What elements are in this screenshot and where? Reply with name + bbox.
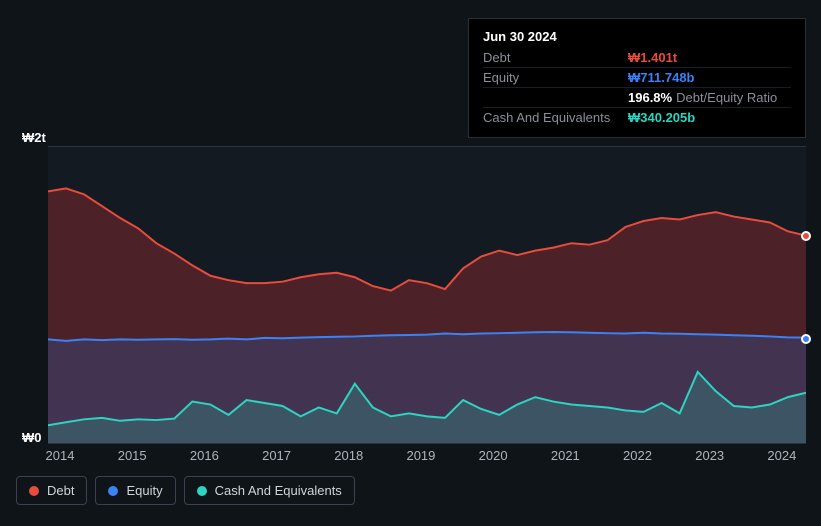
x-axis-label: 2020 [479,448,508,463]
tooltip-row: 196.8%Debt/Equity Ratio [483,87,791,107]
chart-tooltip: Jun 30 2024 Debt₩1.401tEquity₩711.748b19… [468,18,806,138]
x-axis-label: 2015 [118,448,147,463]
legend-label: Cash And Equivalents [215,483,342,498]
x-axis-label: 2017 [262,448,291,463]
equity-legend-dot [108,486,118,496]
x-axis-label: 2018 [334,448,363,463]
equity-end-marker [801,334,811,344]
x-axis-label: 2022 [623,448,652,463]
x-axis-label: 2024 [767,448,796,463]
x-axis-label: 2019 [406,448,435,463]
legend-item-equity[interactable]: Equity [95,476,175,505]
legend-label: Debt [47,483,74,498]
tooltip-label: Debt [483,50,628,65]
x-axis-label: 2023 [695,448,724,463]
x-axis-label: 2021 [551,448,580,463]
tooltip-label [483,90,628,105]
tooltip-extra: Debt/Equity Ratio [676,90,777,105]
legend-item-debt[interactable]: Debt [16,476,87,505]
tooltip-row: Equity₩711.748b [483,67,791,87]
legend-item-cash[interactable]: Cash And Equivalents [184,476,355,505]
tooltip-value: ₩340.205b [628,110,695,125]
tooltip-label: Cash And Equivalents [483,110,628,125]
tooltip-row: Debt₩1.401t [483,48,791,67]
x-axis: 2014 2015 2016 2017 2018 2019 2020 2021 2022 2023… [48,448,806,468]
y-axis-label: ₩0 [22,430,42,445]
debt-equity-chart: ₩2t₩0 2014201520162017201820192020202120… [16,120,806,510]
plot-area[interactable] [48,146,806,444]
tooltip-date: Jun 30 2024 [483,29,791,44]
x-axis-label: 2014 [46,448,75,463]
debt-legend-dot [29,486,39,496]
tooltip-value: 196.8%Debt/Equity Ratio [628,90,777,105]
y-axis-label: ₩2t [22,130,46,145]
tooltip-value: ₩1.401t [628,50,677,65]
x-axis-label: 2016 [190,448,219,463]
debt-end-marker [801,231,811,241]
tooltip-label: Equity [483,70,628,85]
tooltip-value: ₩711.748b [628,70,695,85]
legend-label: Equity [126,483,162,498]
tooltip-row: Cash And Equivalents₩340.205b [483,107,791,127]
chart-legend: Debt Equity Cash And Equivalents [16,476,355,505]
cash-legend-dot [197,486,207,496]
